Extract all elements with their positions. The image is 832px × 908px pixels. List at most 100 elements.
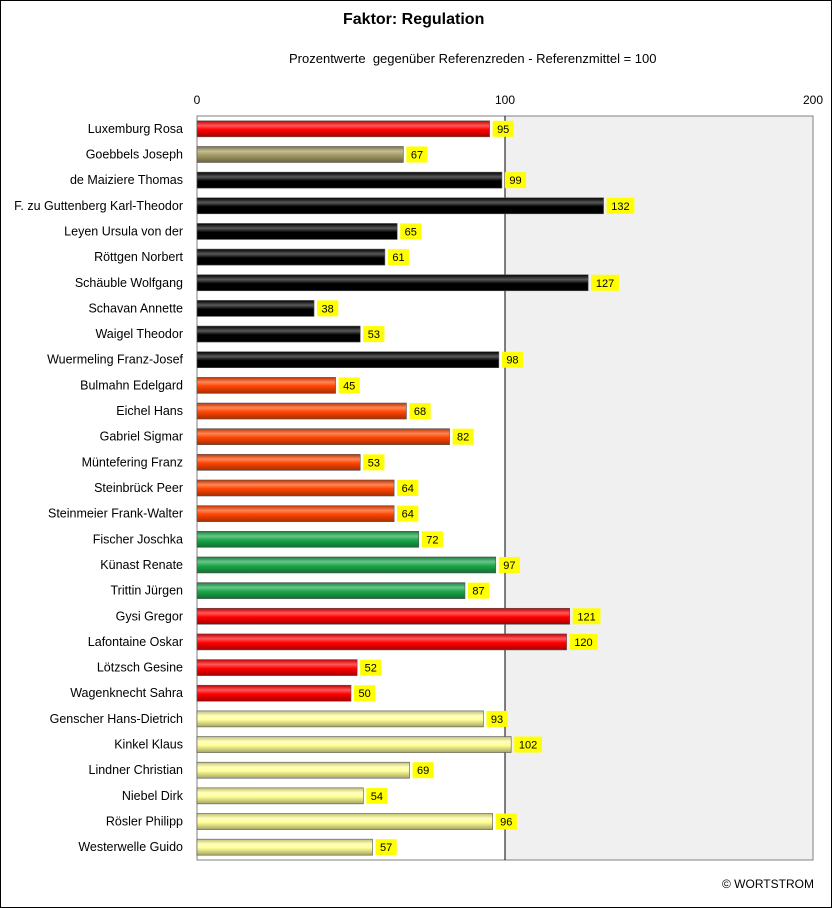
bar-19 bbox=[196, 582, 466, 599]
category-label-10: Wuermeling Franz-Josef bbox=[47, 353, 183, 367]
category-label-24: Genscher Hans-Dietrich bbox=[50, 712, 183, 726]
value-label-bg-17 bbox=[421, 531, 443, 548]
value-label-bg-5 bbox=[400, 223, 422, 240]
category-label-29: Westerwelle Guido bbox=[78, 840, 183, 854]
bar-8 bbox=[196, 300, 315, 317]
value-label-24: 93 bbox=[491, 714, 503, 726]
category-label-18: Künast Renate bbox=[100, 558, 183, 572]
bar-20 bbox=[196, 607, 570, 625]
bar-27 bbox=[196, 787, 364, 805]
category-label-6: Röttgen Norbert bbox=[94, 250, 183, 264]
value-label-bg-2 bbox=[406, 146, 428, 163]
value-label-bg-19 bbox=[467, 582, 490, 599]
bar-3 bbox=[196, 171, 503, 189]
category-label-20: Gysi Gregor bbox=[116, 609, 183, 623]
category-label-1: Luxemburg Rosa bbox=[88, 122, 183, 136]
bar-7 bbox=[196, 274, 589, 292]
value-label-bg-26 bbox=[412, 762, 434, 779]
bar-4 bbox=[196, 197, 604, 215]
value-label-23: 50 bbox=[358, 688, 370, 700]
bar-10 bbox=[196, 351, 500, 369]
value-label-bg-3 bbox=[504, 172, 527, 189]
value-label-28: 96 bbox=[500, 817, 512, 829]
bar-28 bbox=[196, 813, 493, 830]
value-label-bg-10 bbox=[501, 351, 524, 368]
value-label-bg-12 bbox=[409, 403, 431, 420]
value-label-3: 99 bbox=[509, 175, 521, 187]
category-label-27: Niebel Dirk bbox=[122, 789, 184, 803]
category-label-12: Eichel Hans bbox=[116, 404, 183, 418]
value-label-bg-28 bbox=[495, 813, 517, 830]
bar-11 bbox=[196, 377, 336, 394]
value-label-bg-15 bbox=[397, 480, 419, 496]
bar-2 bbox=[196, 146, 404, 163]
value-label-20: 121 bbox=[577, 611, 595, 623]
value-label-27: 54 bbox=[371, 791, 383, 803]
x-tick-label-0: 0 bbox=[194, 93, 201, 107]
value-label-bg-8 bbox=[317, 300, 339, 317]
value-label-29: 57 bbox=[380, 842, 392, 854]
category-label-7: Schäuble Wolfgang bbox=[75, 276, 183, 290]
value-label-bg-25 bbox=[514, 736, 542, 753]
bar-24 bbox=[196, 710, 484, 728]
bar-16 bbox=[196, 505, 395, 522]
value-label-8: 38 bbox=[322, 303, 334, 315]
value-label-bg-16 bbox=[397, 505, 419, 522]
bar-17 bbox=[196, 531, 420, 548]
category-label-4: F. zu Guttenberg Karl-Theodor bbox=[14, 199, 183, 213]
value-label-19: 87 bbox=[472, 586, 484, 598]
category-label-23: Wagenknecht Sahra bbox=[70, 686, 183, 700]
value-label-16: 64 bbox=[402, 509, 414, 521]
value-label-25: 102 bbox=[519, 740, 537, 752]
bar-25 bbox=[196, 736, 512, 753]
value-label-bg-7 bbox=[591, 274, 619, 291]
category-label-11: Bulmahn Edelgard bbox=[80, 378, 183, 392]
category-label-5: Leyen Ursula von der bbox=[64, 224, 183, 238]
value-label-bg-24 bbox=[486, 710, 508, 727]
value-label-bg-11 bbox=[338, 377, 360, 394]
bar-13 bbox=[196, 428, 450, 445]
bar-23 bbox=[196, 684, 352, 702]
value-label-bg-20 bbox=[572, 608, 601, 625]
value-label-bg-6 bbox=[387, 249, 410, 266]
copyright-notice: © WORTSTROM bbox=[722, 877, 814, 891]
bar-21 bbox=[196, 633, 567, 651]
value-label-14: 53 bbox=[368, 457, 380, 469]
value-label-11: 45 bbox=[343, 380, 355, 392]
category-label-25: Kinkel Klaus bbox=[114, 738, 183, 752]
chart-title: Faktor: Regulation bbox=[343, 11, 485, 28]
value-label-5: 65 bbox=[405, 226, 417, 238]
value-label-bg-23 bbox=[354, 685, 376, 702]
category-label-22: Lötzsch Gesine bbox=[97, 661, 183, 675]
bar-29 bbox=[196, 838, 373, 856]
value-label-bg-13 bbox=[452, 428, 474, 445]
value-label-bg-1 bbox=[492, 120, 514, 137]
category-label-13: Gabriel Sigmar bbox=[100, 430, 183, 444]
value-label-21: 120 bbox=[574, 637, 592, 649]
x-tick-label-200: 200 bbox=[803, 93, 823, 107]
category-label-19: Trittin Jürgen bbox=[111, 584, 184, 598]
category-label-3: de Maiziere Thomas bbox=[70, 173, 183, 187]
category-label-28: Rösler Philipp bbox=[106, 815, 183, 829]
value-label-bg-22 bbox=[360, 659, 382, 676]
value-label-10: 98 bbox=[506, 355, 518, 367]
value-label-13: 82 bbox=[457, 432, 469, 444]
category-label-8: Schavan Annette bbox=[88, 301, 183, 315]
category-label-15: Steinbrück Peer bbox=[94, 481, 183, 495]
value-label-17: 72 bbox=[426, 534, 438, 546]
value-label-9: 53 bbox=[368, 329, 380, 341]
bar-22 bbox=[196, 659, 358, 676]
value-label-bg-18 bbox=[498, 556, 520, 573]
value-label-4: 132 bbox=[611, 201, 629, 213]
value-label-1: 95 bbox=[497, 124, 509, 136]
bar-9 bbox=[196, 325, 361, 343]
value-label-bg-29 bbox=[375, 839, 397, 856]
value-label-2: 67 bbox=[411, 149, 423, 161]
value-label-bg-27 bbox=[366, 787, 388, 804]
bar-1 bbox=[196, 120, 490, 138]
bar-14 bbox=[196, 454, 361, 471]
bar-15 bbox=[196, 479, 395, 497]
value-label-bg-9 bbox=[363, 326, 385, 343]
value-label-12: 68 bbox=[414, 406, 426, 418]
